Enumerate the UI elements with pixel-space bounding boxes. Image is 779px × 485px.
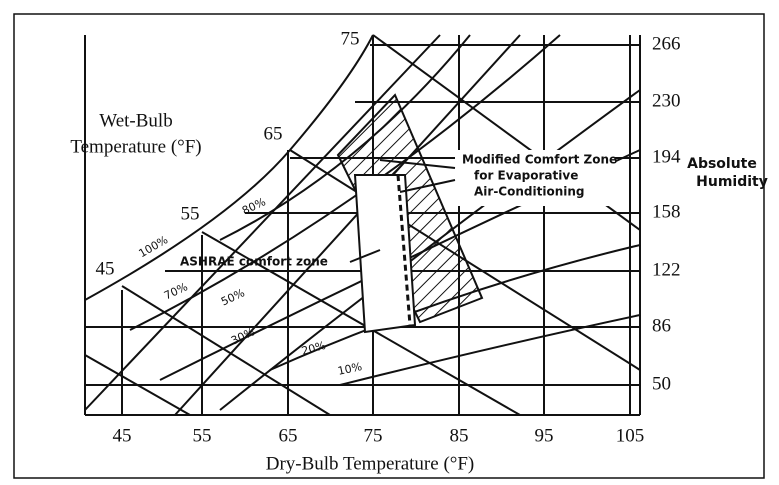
wb-label: 45 [96,258,115,279]
wb-label: 75 [341,28,360,49]
ah-label: 266 [652,33,681,54]
ah-label: 158 [652,201,681,222]
ashrae-comfort-zone [353,174,417,334]
wb-label: 55 [181,203,200,224]
rh-label: 30% [229,325,257,347]
arrow [399,179,456,193]
right-title: Absolute [687,156,757,172]
ah-label: 194 [652,146,681,167]
db-label: 85 [450,425,469,446]
modified-zone-label: Modified Comfort Zone [462,153,617,167]
arrow [349,249,381,263]
ah-label: 122 [652,259,681,280]
rh-label: 10% [337,360,364,378]
rh-label: 100% [137,233,171,260]
ah-label: 230 [652,90,681,111]
db-label: 65 [279,425,298,446]
right-title: Humidity [696,174,768,190]
left-title: Temperature (°F) [70,136,201,157]
modified-zone-label: for Evaporative [474,169,578,183]
ah-label: 50 [652,373,671,394]
db-label: 105 [616,425,645,446]
modified-label-box [455,150,615,206]
ah-label: 86 [652,315,671,336]
ashrae-zone-label: ASHRAE comfort zone [180,255,328,269]
rh-label: 80% [240,195,268,217]
zone-divider [396,174,412,326]
modified-zone-label: Air-Conditioning [474,185,584,199]
left-title: Wet-Bulb [99,110,172,131]
wb-label: 65 [264,123,283,144]
rh-label: 50% [219,286,247,308]
db-label: 45 [113,425,132,446]
db-label: 95 [535,425,554,446]
frame [13,13,765,479]
rh-label: 70% [162,280,190,302]
bottom-title: Dry-Bulb Temperature (°F) [266,453,475,474]
rh-label: 20% [300,339,327,358]
arrow [379,159,456,169]
db-label: 55 [193,425,212,446]
db-label: 75 [364,425,383,446]
